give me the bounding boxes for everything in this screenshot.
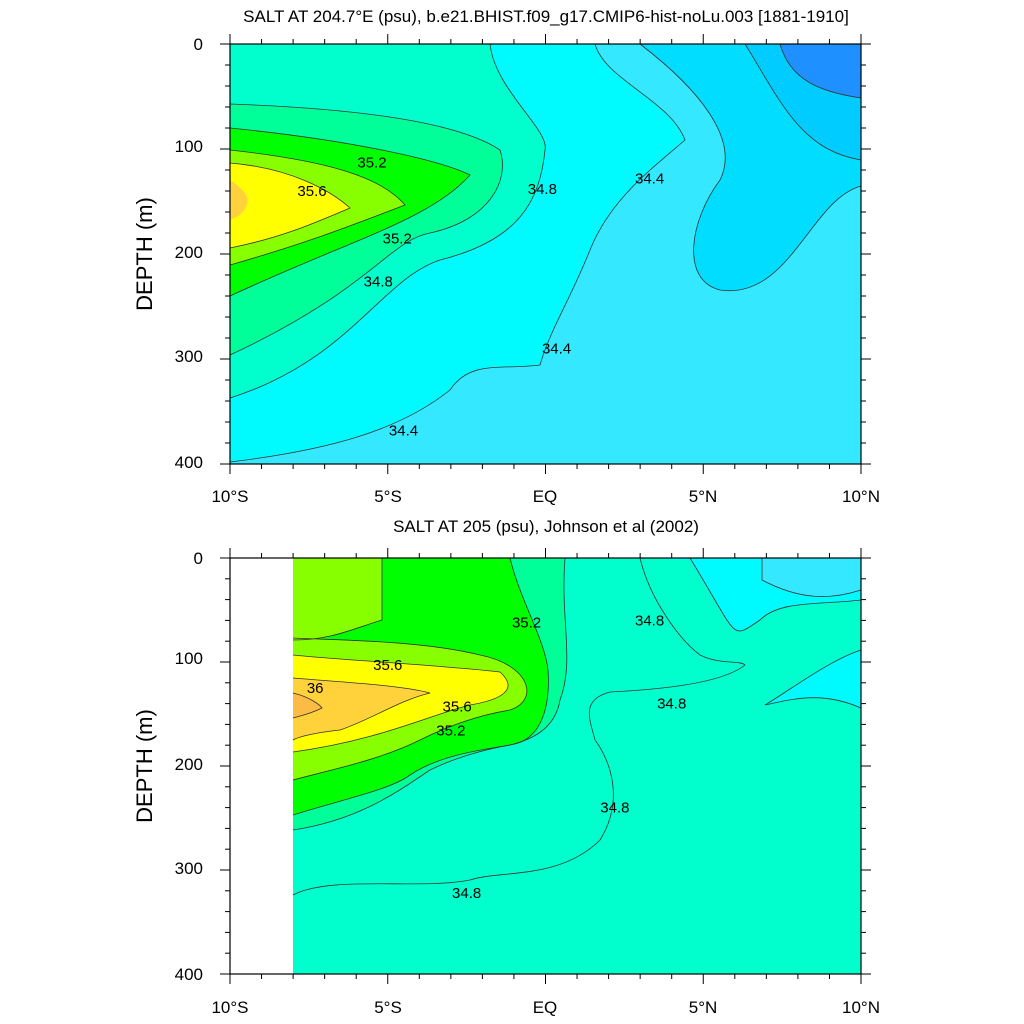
contour-label: 34.4 xyxy=(389,422,418,439)
top-chart-title: SALT AT 204.7°E (psu), b.e21.BHIST.f09_g… xyxy=(243,7,849,26)
contour-label: 35.2 xyxy=(436,723,465,740)
contour-label: 34.4 xyxy=(635,170,664,187)
top-contour-fill xyxy=(230,44,861,464)
top-y-tick-labels: 0 100 200 300 400 xyxy=(175,35,203,472)
y-tick-label: 200 xyxy=(175,755,203,774)
y-tick-label: 0 xyxy=(194,35,203,54)
contour-label: 34.8 xyxy=(600,800,629,817)
contour-label: 35.6 xyxy=(373,657,402,674)
contour-label: 35.2 xyxy=(357,155,386,172)
y-tick-label: 300 xyxy=(175,859,203,878)
y-tick-label: 0 xyxy=(194,549,203,568)
y-tick-label: 200 xyxy=(175,243,203,262)
contour-label: 35.6 xyxy=(297,183,326,200)
bottom-ticks xyxy=(220,548,871,984)
bottom-contour-labels: 35.2 34.8 35.6 36 35.6 34.8 35.2 34.8 34.8 xyxy=(307,612,686,901)
top-ticks xyxy=(220,34,871,474)
contour-label: 34.8 xyxy=(452,885,481,902)
x-tick-label: EQ xyxy=(533,487,558,506)
x-tick-label: EQ xyxy=(533,998,558,1017)
x-tick-label: 5°N xyxy=(689,487,718,506)
bottom-x-tick-labels: 10°S 5°S EQ 5°N 10°N xyxy=(211,998,880,1017)
x-tick-label: 5°N xyxy=(689,998,718,1017)
bottom-contour-fill xyxy=(293,558,861,974)
bottom-chart-title: SALT AT 205 (psu), Johnson et al (2002) xyxy=(393,517,699,536)
x-tick-label: 5°S xyxy=(374,998,402,1017)
bottom-y-tick-labels: 0 100 200 300 400 xyxy=(175,549,203,984)
y-tick-label: 400 xyxy=(175,965,203,984)
top-contour-lines xyxy=(229,43,862,463)
y-tick-label: 100 xyxy=(175,137,203,156)
x-tick-label: 10°S xyxy=(211,998,248,1017)
contour-label: 34.8 xyxy=(528,181,557,198)
contour-label: 35.2 xyxy=(512,614,541,631)
contour-label: 34.4 xyxy=(542,341,571,358)
top-contour-labels: 35.2 35.6 34.8 34.4 35.2 34.8 34.4 34.4 xyxy=(297,155,664,440)
top-x-tick-labels: 10°S 5°S EQ 5°N 10°N xyxy=(211,487,880,506)
contour-label: 35.2 xyxy=(383,230,412,247)
contour-label: 36 xyxy=(307,680,324,697)
contour-label: 35.6 xyxy=(443,699,472,716)
x-tick-label: 10°S xyxy=(211,487,248,506)
y-tick-label: 400 xyxy=(175,453,203,472)
y-tick-label: 300 xyxy=(175,347,203,366)
top-panel: SALT AT 204.7°E (psu), b.e21.BHIST.f09_g… xyxy=(132,7,880,506)
y-tick-label: 100 xyxy=(175,649,203,668)
bottom-panel: SALT AT 205 (psu), Johnson et al (2002) xyxy=(132,517,880,1017)
contour-label: 34.8 xyxy=(364,273,393,290)
x-tick-label: 10°N xyxy=(842,998,880,1017)
contour-label: 34.8 xyxy=(657,696,686,713)
x-tick-label: 10°N xyxy=(842,487,880,506)
bottom-contour-lines xyxy=(292,557,862,896)
top-y-axis-title: DEPTH (m) xyxy=(132,197,157,311)
contour-label: 34.8 xyxy=(635,612,664,629)
x-tick-label: 5°S xyxy=(374,487,402,506)
bottom-y-axis-title: DEPTH (m) xyxy=(132,709,157,823)
